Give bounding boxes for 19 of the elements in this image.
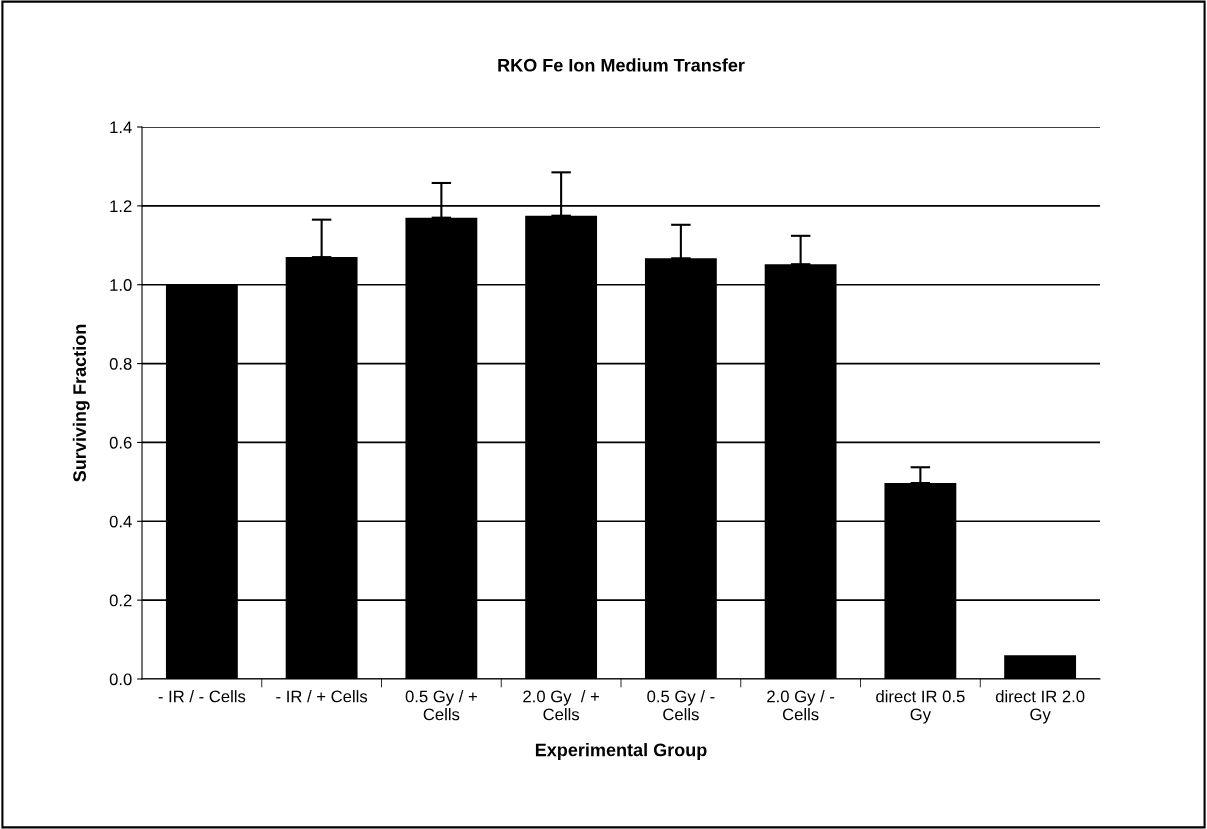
chart-title: RKO Fe Ion Medium Transfer (498, 58, 745, 72)
x-axis-title: Experimental Group (535, 743, 707, 760)
x-tick-label: 0.5 Gy / - Cells (647, 690, 715, 721)
y-tick-label: 1.2 (110, 200, 132, 212)
y-tick-label: 0.2 (109, 594, 132, 607)
y-tick-label: 0.6 (109, 436, 132, 449)
x-tick-label: - IR / + Cells (276, 690, 368, 703)
y-tick-label: 1.0 (110, 279, 132, 291)
y-tick-label: 0.0 (109, 673, 132, 686)
x-tick-label: 2.0 Gy / - Cells (767, 690, 835, 721)
x-tick-label: - IR / - Cells (158, 690, 246, 703)
x-tick-label: 2.0 Gy / + Cells (523, 690, 599, 721)
x-tick-label: direct IR 0.5 Gy (876, 690, 965, 724)
y-tick-label: 1.4 (110, 121, 132, 134)
y-tick-label: 0.8 (109, 357, 132, 370)
y-axis-title: Surviving Fraction (72, 324, 90, 482)
y-tick-label: 0.4 (109, 515, 132, 528)
x-tick-label: direct IR 2.0 Gy (995, 690, 1085, 724)
x-tick-label: 0.5 Gy / + Cells (405, 690, 477, 721)
